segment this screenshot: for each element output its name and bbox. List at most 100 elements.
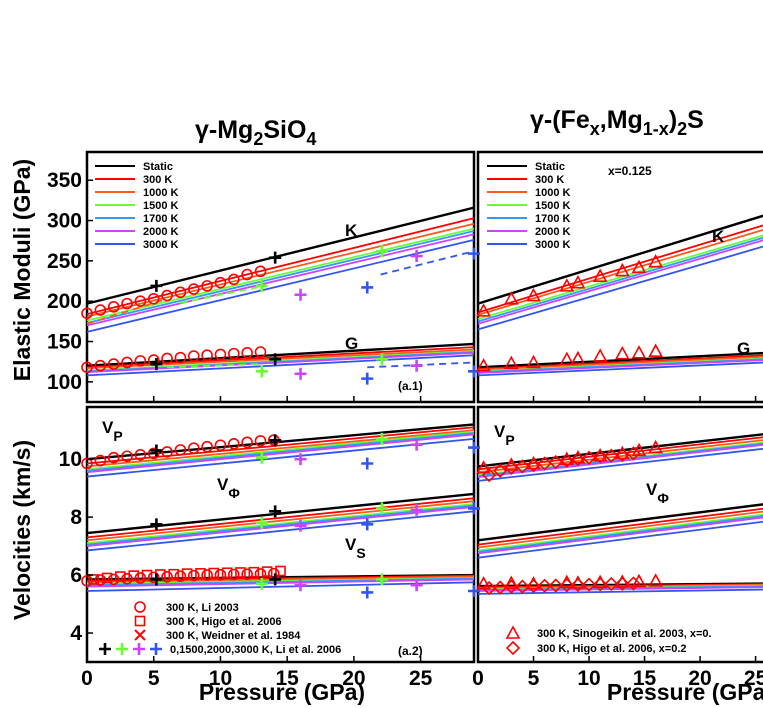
- y-tick-label: 200: [47, 290, 82, 313]
- marker-higo2006-x02: [537, 578, 552, 593]
- marker-li2003: [241, 347, 253, 359]
- marker-li2006: [269, 353, 282, 366]
- marker-higo2006-x02: [493, 580, 508, 595]
- marker-li2003: [227, 568, 240, 581]
- panel-frame-a1: [85, 150, 476, 404]
- marker-li2003: [161, 352, 173, 365]
- legend-marker-higo2006: [134, 615, 146, 627]
- label-VPhi-left: VΦ: [217, 475, 240, 501]
- legend-label-data: 300 K, Higo et al. 2006: [166, 616, 282, 628]
- marker-li2003: [201, 280, 213, 292]
- marker-sinogeikin2003: [631, 259, 647, 274]
- label-VPhi-right: VΦ: [646, 480, 669, 506]
- marker-li2006: [410, 250, 423, 263]
- curve-VP-300K: [477, 436, 763, 471]
- marker-li2003: [187, 283, 200, 295]
- marker-li2006: [150, 573, 163, 586]
- marker-li2003: [94, 454, 107, 467]
- marker-li2006: [375, 432, 388, 445]
- marker-li2006: [269, 505, 282, 518]
- marker-higo2006-x02: [570, 452, 586, 467]
- marker-li2003: [81, 575, 93, 587]
- curve-G-3000K: [86, 354, 475, 377]
- marker-higo2006: [275, 565, 286, 577]
- curve-VS-1700K: [86, 577, 475, 587]
- marker-li2006: [361, 372, 374, 385]
- legend-marker-higo2006-x02: [505, 640, 521, 656]
- marker-li2006: [150, 518, 163, 531]
- y-tick-label: 250: [47, 250, 82, 273]
- marker-sinogeikin2003: [614, 345, 630, 360]
- curve-K-3000K: [86, 239, 475, 333]
- legend-label-left: 1700 K: [143, 213, 179, 225]
- marker-li2003: [174, 570, 187, 583]
- marker-li2006: [410, 359, 423, 372]
- legend-label-right: 300 K: [535, 174, 564, 186]
- curve-K-1000K: [477, 229, 763, 316]
- curve-K-3000K: [477, 245, 763, 331]
- marker-sinogeikin2003: [592, 348, 608, 362]
- marker-higo2006: [181, 568, 193, 579]
- panel-frame-b2: [476, 405, 763, 664]
- marker-li2003: [161, 289, 173, 302]
- curve-VP-1700K: [86, 432, 475, 472]
- legend-label-left: 3000 K: [143, 239, 179, 251]
- marker-li2006: [150, 358, 163, 371]
- title-left: γ-Mg2SiO4: [195, 116, 316, 149]
- marker-li2003: [187, 350, 200, 362]
- curve-VP-3000K: [86, 437, 475, 478]
- curve-VPhi-1700K: [477, 515, 763, 553]
- marker-li2006: [468, 441, 480, 454]
- curve-VPhi-1500K: [86, 503, 475, 545]
- legend-marker-li2006: [133, 643, 145, 655]
- legend-label-left: Static: [143, 161, 173, 173]
- curve-G-300K: [477, 354, 763, 370]
- curve-K-1500K: [86, 227, 475, 322]
- marker-li2003: [147, 292, 160, 305]
- marker-li2006: [255, 516, 268, 529]
- legend-label-left: 2000 K: [143, 226, 179, 238]
- marker-li2003: [214, 276, 227, 289]
- y-tick-label: 6: [70, 564, 82, 587]
- marker-li2006: [255, 577, 268, 590]
- marker-li2006: [255, 279, 268, 292]
- marker-li2006: [255, 365, 268, 378]
- marker-li2006: [294, 288, 307, 301]
- marker-li2003: [134, 355, 147, 367]
- legend-label-right: 1500 K: [535, 200, 571, 212]
- marker-li2003: [227, 438, 240, 450]
- label-G-right: G: [737, 339, 750, 358]
- marker-li2006: [150, 279, 163, 292]
- marker-higo2006-x02: [481, 580, 497, 596]
- legend-label-left: 300 K: [143, 174, 172, 186]
- marker-higo2006-x02: [593, 577, 608, 592]
- marker-sinogeikin2003: [570, 274, 586, 289]
- marker-li2006: [269, 434, 282, 447]
- curve-VP-1500K: [86, 430, 475, 471]
- marker-li2003: [107, 573, 120, 586]
- curve-VPhi-1500K: [477, 513, 763, 552]
- marker-li2006: [468, 502, 480, 515]
- x-tick-label: 25: [409, 667, 433, 690]
- legend-marker-li2006: [99, 643, 111, 655]
- dashed-1500K_G: [167, 363, 261, 369]
- curve-G-2000K: [86, 351, 475, 374]
- marker-li2003: [147, 447, 160, 460]
- curve-VPhi-2000K: [477, 516, 763, 555]
- marker-higo2006: [141, 569, 153, 581]
- marker-higo2006-x02: [615, 447, 630, 462]
- marker-li2003: [134, 572, 147, 584]
- curve-VP-1000K: [86, 429, 475, 468]
- marker-li2003: [241, 268, 253, 281]
- curve-VPhi-300K: [477, 507, 763, 546]
- marker-li2006: [294, 579, 307, 592]
- curve-K-Static: [477, 214, 763, 305]
- marker-li2003: [227, 273, 240, 286]
- curve-VP-2000K: [477, 443, 763, 479]
- curve-VPhi-2000K: [86, 506, 475, 547]
- marker-li2003: [107, 451, 120, 464]
- legend-marker-sinogeikin2003: [505, 625, 521, 639]
- marker-li2003: [147, 571, 160, 584]
- marker-li2003: [107, 301, 120, 313]
